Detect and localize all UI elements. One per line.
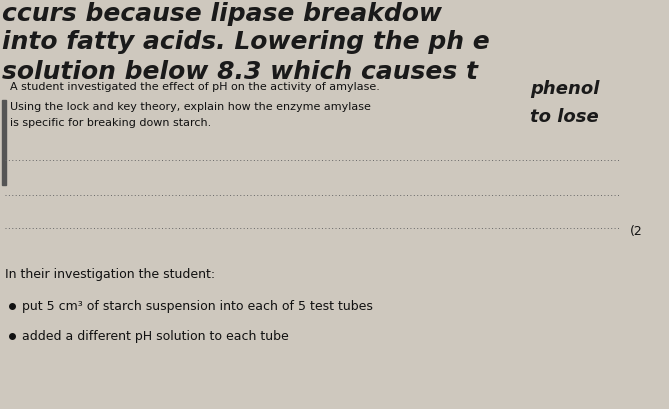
Text: is specific for breaking down starch.: is specific for breaking down starch. (10, 118, 211, 128)
Text: In their investigation the student:: In their investigation the student: (5, 268, 215, 281)
Text: to lose: to lose (530, 108, 599, 126)
Text: solution below 8.3 which causes t: solution below 8.3 which causes t (2, 60, 478, 84)
Text: ccurs because lipase breakdow: ccurs because lipase breakdow (2, 2, 442, 26)
Text: Using the lock and key theory, explain how the enzyme amylase: Using the lock and key theory, explain h… (10, 102, 371, 112)
Text: (2: (2 (630, 225, 643, 238)
Text: into fatty acids. Lowering the ph e: into fatty acids. Lowering the ph e (2, 30, 490, 54)
Text: added a different pH solution to each tube: added a different pH solution to each tu… (22, 330, 289, 343)
Bar (2, 100, 6, 185)
Text: phenol: phenol (530, 80, 599, 98)
Text: put 5 cm³ of starch suspension into each of 5 test tubes: put 5 cm³ of starch suspension into each… (22, 300, 373, 313)
Text: A student investigated the effect of pH on the activity of amylase.: A student investigated the effect of pH … (10, 82, 380, 92)
